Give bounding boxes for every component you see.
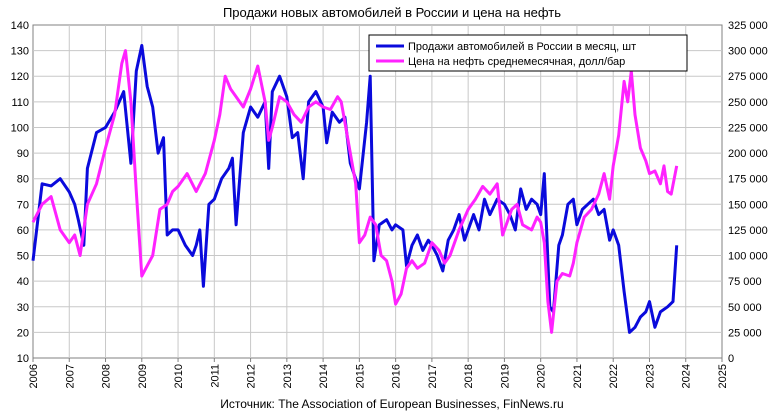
series-line-car-sales	[31, 44, 679, 334]
legend: Продажи автомобилей в России в месяц, шт…	[368, 34, 688, 72]
y-right-tick-label: 225 000	[728, 122, 768, 134]
y-left-tick-label: 80	[17, 174, 29, 186]
y-right-tick-label: 300 000	[728, 46, 768, 58]
x-tick-label: 2025	[717, 364, 729, 388]
x-tick-label: 2010	[173, 364, 185, 388]
x-tick-label: 2023	[644, 364, 656, 388]
y-left-tick-label: 30	[17, 302, 29, 314]
x-tick-label: 2018	[463, 364, 475, 388]
x-tick-label: 2008	[101, 364, 113, 388]
x-tick-label: 2009	[137, 364, 149, 388]
y-left-tick-label: 40	[17, 276, 29, 288]
y-left-tick-label: 10	[17, 353, 29, 365]
y-left-tick-label: 120	[11, 71, 29, 83]
y-left-tick-label: 70	[17, 199, 29, 211]
x-tick-label: 2017	[427, 364, 439, 388]
x-tick-label: 2016	[391, 364, 403, 388]
y-right-tick-label: 275 000	[728, 71, 768, 83]
x-tick-label: 2024	[681, 364, 693, 388]
y-left-tick-label: 50	[17, 251, 29, 263]
y-right-tick-label: 150 000	[728, 199, 768, 211]
y-right-tick-label: 200 000	[728, 148, 768, 160]
x-tick-label: 2015	[354, 364, 366, 388]
y-right-tick-label: 50 000	[728, 302, 762, 314]
legend-label: Цена на нефть среднемесячная, долл/бар	[408, 56, 625, 68]
x-tick-label: 2007	[64, 364, 76, 388]
x-tick-label: 2006	[28, 364, 40, 388]
x-tick-label: 2019	[499, 364, 511, 388]
series-line-oil-price	[31, 49, 679, 334]
y-right-tick-label: 25 000	[728, 327, 762, 339]
x-tick-label: 2013	[282, 364, 294, 388]
y-left-tick-label: 20	[17, 327, 29, 339]
series-lines	[31, 44, 679, 334]
y-left-tick-label: 60	[17, 225, 29, 237]
x-tick-label: 2012	[246, 364, 258, 388]
y-right-tick-label: 0	[728, 353, 734, 365]
y-right-tick-label: 250 000	[728, 97, 768, 109]
y-right-tick-label: 175 000	[728, 174, 768, 186]
chart-title: Продажи новых автомобилей в России и цен…	[223, 5, 561, 20]
x-tick-label: 2011	[209, 364, 221, 388]
y-left-tick-label: 110	[11, 97, 29, 109]
source-caption: Источник: The Association of European Bu…	[220, 397, 563, 411]
y-right-tick-label: 100 000	[728, 251, 768, 263]
legend-box	[368, 34, 688, 72]
y-left-tick-label: 100	[11, 122, 29, 134]
y-right-tick-label: 325 000	[728, 20, 768, 32]
x-tick-label: 2021	[572, 364, 584, 388]
x-tick-label: 2020	[536, 364, 548, 388]
legend-label: Продажи автомобилей в России в месяц, шт	[408, 41, 636, 53]
y-right-tick-label: 75 000	[728, 276, 762, 288]
y-left-tick-label: 130	[11, 46, 29, 58]
x-tick-label: 2014	[318, 364, 330, 388]
y-left-tick-label: 90	[17, 148, 29, 160]
x-tick-label: 2022	[608, 364, 620, 388]
y-left-tick-label: 140	[11, 20, 29, 32]
y-right-tick-label: 125 000	[728, 225, 768, 237]
